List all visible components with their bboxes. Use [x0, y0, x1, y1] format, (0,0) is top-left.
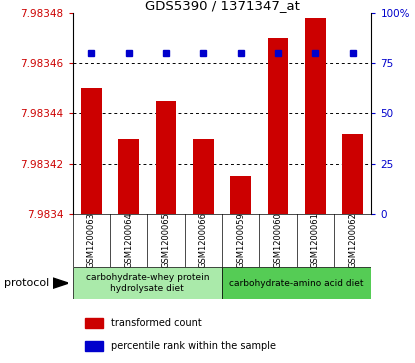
Bar [81, 88, 102, 214]
Text: protocol: protocol [4, 278, 49, 288]
Text: GSM1200064: GSM1200064 [124, 213, 133, 268]
Bar [85, 341, 103, 351]
Text: GSM1200060: GSM1200060 [273, 213, 283, 268]
Text: carbohydrate-amino acid diet: carbohydrate-amino acid diet [229, 279, 364, 287]
Title: GDS5390 / 1371347_at: GDS5390 / 1371347_at [144, 0, 300, 12]
Bar [222, 267, 371, 299]
Text: GSM1200062: GSM1200062 [348, 213, 357, 268]
Text: GSM1200065: GSM1200065 [161, 213, 171, 268]
Bar [342, 134, 363, 214]
Bar [268, 38, 288, 214]
Text: transformed count: transformed count [112, 318, 202, 329]
Text: GSM1200066: GSM1200066 [199, 212, 208, 269]
Text: GSM1200063: GSM1200063 [87, 212, 96, 269]
Bar [305, 18, 326, 214]
Bar [85, 318, 103, 329]
Text: carbohydrate-whey protein
hydrolysate diet: carbohydrate-whey protein hydrolysate di… [85, 273, 209, 293]
Text: GSM1200061: GSM1200061 [311, 213, 320, 268]
Polygon shape [53, 278, 68, 288]
Text: percentile rank within the sample: percentile rank within the sample [112, 341, 276, 351]
Bar [73, 267, 222, 299]
Bar [230, 176, 251, 214]
Bar [156, 101, 176, 214]
Bar [193, 139, 214, 214]
Text: GSM1200059: GSM1200059 [236, 213, 245, 268]
Bar [118, 139, 139, 214]
